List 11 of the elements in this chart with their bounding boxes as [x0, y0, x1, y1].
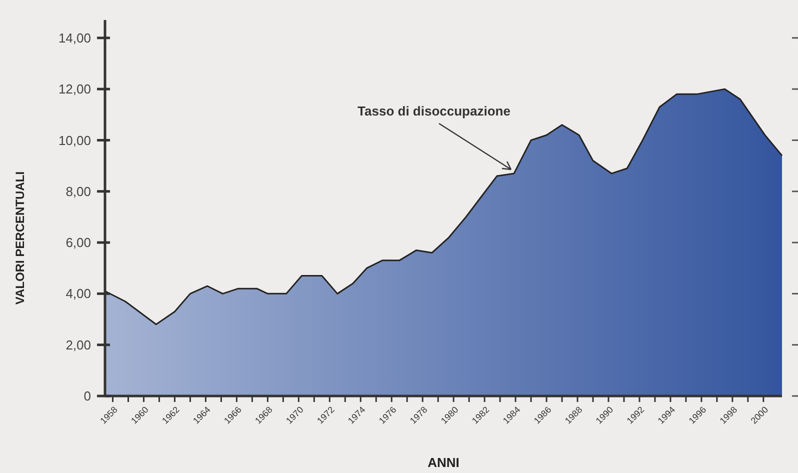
y-tick-label: 12,00: [58, 82, 91, 97]
y-tick-label: 2,00: [66, 337, 91, 352]
y-tick-label: 0: [84, 388, 91, 404]
y-axis-title: VALORI PERCENTUALI: [13, 171, 27, 305]
y-tick-label: 6,00: [66, 235, 91, 250]
y-tick-label: 8,00: [66, 184, 91, 199]
y-tick-label: 4,00: [66, 286, 91, 302]
annotation: Tasso di disoccupazione: [358, 103, 510, 118]
x-axis-title: ANNI: [428, 455, 460, 470]
y-tick-label: 10,00: [58, 132, 91, 148]
y-tick-label: 14,00: [58, 30, 91, 46]
